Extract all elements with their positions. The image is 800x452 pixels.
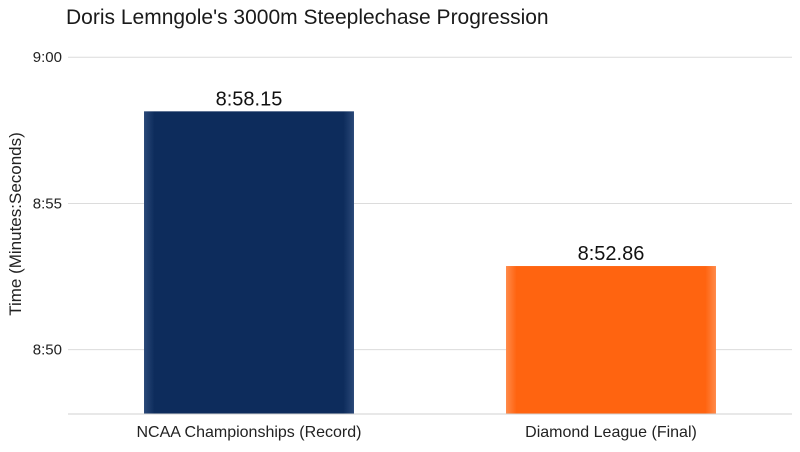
bar-value-label: 8:52.86	[578, 243, 645, 265]
y-axis-title: Time (Minutes:Seconds)	[6, 132, 25, 316]
bar	[144, 111, 354, 414]
y-axis-ticks: 8:50 8:55 9:00	[33, 49, 62, 358]
data-labels: 8:58.15 8:52.86	[216, 88, 645, 265]
x-tick-label: Diamond League (Final)	[525, 424, 697, 441]
chart-title: Doris Lemngole's 3000m Steeplechase Prog…	[66, 6, 549, 29]
y-tick-label: 8:50	[33, 342, 62, 359]
x-axis-ticks: NCAA Championships (Record) Diamond Leagu…	[137, 424, 697, 441]
bar-value-label: 8:58.15	[216, 88, 283, 110]
x-tick-label: NCAA Championships (Record)	[137, 424, 362, 441]
y-tick-label: 8:55	[33, 195, 62, 212]
bar	[506, 266, 716, 414]
bars	[144, 111, 716, 414]
y-tick-label: 9:00	[33, 49, 62, 66]
